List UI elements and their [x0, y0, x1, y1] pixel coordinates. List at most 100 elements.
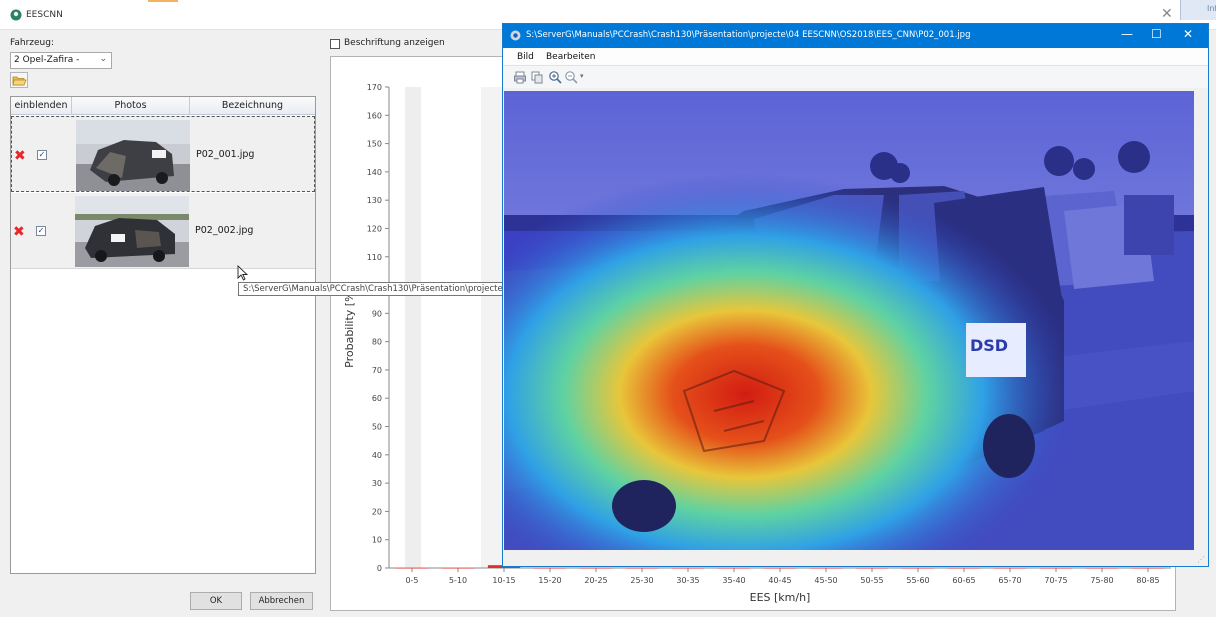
bar	[1039, 568, 1073, 569]
chevron-down-icon: ⌄	[99, 54, 107, 64]
vehicle-select-value: 2 Opel-Zafira -	[14, 55, 80, 65]
menu-item-bearbeiten[interactable]: Bearbeiten	[546, 52, 596, 62]
x-tick-label: 55-60	[906, 576, 929, 585]
viewer-title: S:\ServerG\Manuals\PCCrash\Crash130\Präs…	[526, 30, 971, 40]
y-axis-label: Probability [%]	[343, 287, 356, 368]
y-tick-label: 50	[372, 423, 382, 432]
x-tick-label: 25-30	[630, 576, 653, 585]
bar	[625, 568, 659, 569]
y-tick-label: 170	[367, 83, 382, 92]
bar	[947, 568, 981, 569]
bar	[763, 568, 797, 569]
y-tick-label: 10	[372, 536, 382, 545]
folder-icon	[12, 76, 27, 86]
heatmap-image[interactable]: DSD	[504, 91, 1194, 550]
resize-grip-icon[interactable]: ⋰	[1197, 555, 1205, 564]
window-title: EESCNN	[26, 10, 63, 20]
x-tick-label: 80-85	[1136, 576, 1159, 585]
bar	[395, 568, 429, 569]
y-tick-label: 40	[372, 451, 382, 460]
x-tick-label: 65-70	[998, 576, 1021, 585]
bar	[901, 568, 935, 569]
x-tick-label: 60-65	[952, 576, 975, 585]
mouse-cursor-icon	[237, 265, 248, 281]
photo-thumbnail[interactable]	[75, 196, 189, 267]
y-tick-label: 120	[367, 224, 382, 233]
y-tick-label: 150	[367, 140, 382, 149]
zoom-in-icon[interactable]	[548, 70, 562, 84]
x-tick-label: 0-5	[405, 576, 418, 585]
delete-icon[interactable]: ✖	[13, 224, 25, 240]
door-sticker-text: DSD	[970, 336, 1008, 355]
y-tick-label: 80	[372, 338, 382, 347]
viewer-toolbar: ▾	[503, 66, 1208, 88]
y-tick-label: 160	[367, 111, 382, 120]
x-tick-label: 75-80	[1090, 576, 1113, 585]
toolbar-overflow-icon[interactable]: ▾	[580, 72, 584, 80]
show-labels-checkbox[interactable]	[330, 39, 340, 49]
y-tick-label: 130	[367, 196, 382, 205]
x-tick-label: 10-15	[492, 576, 515, 585]
vehicle-select[interactable]: 2 Opel-Zafira - ⌄	[10, 52, 112, 69]
y-tick-label: 60	[372, 394, 382, 403]
side-tab[interactable]: Inf	[1180, 0, 1216, 20]
delete-icon[interactable]: ✖	[14, 148, 26, 164]
left-panel: Fahrzeug: 2 Opel-Zafira - ⌄ einblenden P…	[0, 30, 320, 617]
viewer-titlebar: S:\ServerG\Manuals\PCCrash\Crash130\Präs…	[503, 24, 1208, 48]
y-tick-label: 110	[367, 253, 382, 262]
y-tick-label: 90	[372, 309, 382, 318]
zoom-out-icon[interactable]	[564, 70, 578, 84]
minimize-icon[interactable]: —	[1121, 27, 1133, 41]
x-tick-label: 15-20	[538, 576, 561, 585]
column-header-photos[interactable]: Photos	[72, 97, 190, 115]
bar	[1085, 568, 1119, 569]
title-accent	[148, 0, 178, 2]
grid-header: einblenden Photos Bezeichnung	[11, 97, 315, 115]
crash-heatmap-image: DSD	[504, 91, 1194, 550]
maximize-icon[interactable]: ☐	[1151, 27, 1162, 41]
viewer-close-icon[interactable]: ✕	[1183, 27, 1194, 41]
photo-grid: einblenden Photos Bezeichnung ✖ ✓ P02_00…	[10, 96, 316, 574]
photo-filename: P02_001.jpg	[196, 149, 255, 160]
x-axis-label: EES [km/h]	[750, 591, 811, 604]
image-viewer-window: S:\ServerG\Manuals\PCCrash\Crash130\Präs…	[502, 23, 1209, 567]
column-header-show[interactable]: einblenden	[11, 97, 72, 115]
show-labels-label: Beschriftung anzeigen	[344, 38, 445, 48]
y-tick-label: 140	[367, 168, 382, 177]
bar	[579, 568, 613, 569]
column-header-name[interactable]: Bezeichnung	[221, 100, 284, 111]
x-tick-label: 35-40	[722, 576, 745, 585]
x-tick-label: 45-50	[814, 576, 837, 585]
print-icon[interactable]	[513, 70, 527, 84]
copy-icon[interactable]	[530, 70, 544, 84]
x-tick-label: 50-55	[860, 576, 883, 585]
photo-filename: P02_002.jpg	[195, 225, 254, 236]
bar	[809, 568, 843, 569]
y-tick-label: 0	[377, 564, 382, 573]
bar	[533, 568, 567, 569]
bar	[441, 568, 475, 569]
x-tick-label: 30-35	[676, 576, 699, 585]
bar	[671, 568, 705, 569]
show-checkbox[interactable]: ✓	[37, 150, 47, 160]
vehicle-label: Fahrzeug:	[10, 38, 54, 48]
table-row[interactable]: ✖ ✓ P02_002.jpg	[11, 193, 315, 269]
y-tick-label: 70	[372, 366, 382, 375]
x-tick-label: 40-45	[768, 576, 791, 585]
menu-item-bild[interactable]: Bild	[517, 52, 534, 62]
bar	[855, 568, 889, 569]
photo-thumbnail[interactable]	[76, 120, 190, 191]
bar	[717, 568, 751, 569]
open-folder-button[interactable]	[10, 72, 28, 88]
table-row[interactable]: ✖ ✓ P02_001.jpg	[11, 116, 315, 192]
close-icon[interactable]: ✕	[1161, 6, 1173, 22]
highlight-band	[405, 87, 422, 568]
y-tick-label: 30	[372, 479, 382, 488]
x-tick-label: 70-75	[1044, 576, 1067, 585]
app-icon	[10, 9, 22, 21]
cancel-button[interactable]: Abbrechen	[250, 592, 313, 610]
ok-button[interactable]: OK	[190, 592, 242, 610]
show-checkbox[interactable]: ✓	[36, 226, 46, 236]
x-tick-label: 20-25	[584, 576, 607, 585]
viewer-app-icon	[510, 30, 521, 41]
